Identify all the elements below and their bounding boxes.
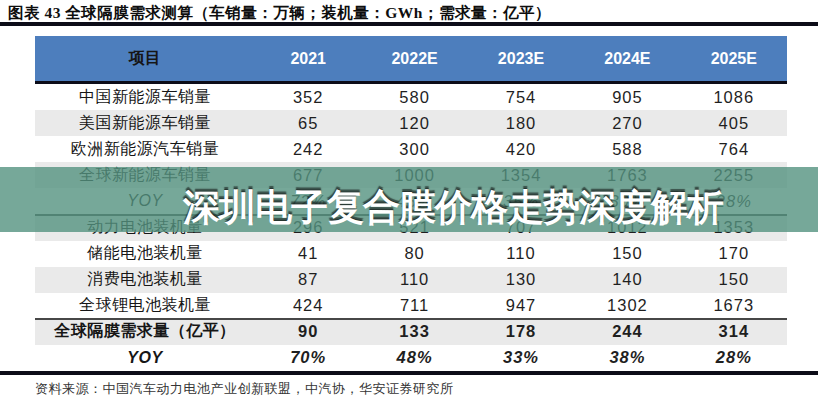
value-cell: 150 (681, 270, 787, 289)
value-cell: 65 (255, 114, 361, 133)
column-header: 2025E (681, 50, 787, 68)
value-cell: 70% (255, 348, 361, 367)
value-cell: 110 (361, 270, 467, 289)
row-label: 美国新能源车销量 (35, 113, 255, 134)
column-header: 2023E (468, 50, 574, 68)
table-row: 消费电池装机量 87 110 130 140 150 (35, 267, 787, 293)
table-row: 美国新能源车销量 65 120 180 270 405 (35, 110, 787, 136)
value-cell: 48% (361, 348, 467, 367)
table-row: 全球隔膜需求量（亿平） 90 133 178 244 314 (35, 319, 787, 345)
column-header: 2021 (255, 50, 361, 68)
value-cell: 170 (681, 244, 787, 263)
value-cell: 110 (468, 244, 574, 263)
title-rule (0, 22, 818, 26)
value-cell: 420 (468, 140, 574, 159)
value-cell: 244 (574, 322, 680, 341)
value-cell: 1302 (574, 296, 680, 315)
row-label: 中国新能源车销量 (35, 87, 255, 108)
table-row: 欧洲新能源汽车销量 242 300 420 588 764 (35, 136, 787, 162)
value-cell: 33% (468, 348, 574, 367)
watermark-text: 深圳电子复合膜价格走势深度解析 (183, 183, 723, 233)
section-separator-demand (35, 318, 787, 320)
row-label: 欧洲新能源汽车销量 (35, 139, 255, 160)
value-cell: 87 (255, 270, 361, 289)
table-row: YOY 70% 48% 33% 38% 28% (35, 345, 787, 371)
value-cell: 130 (468, 270, 574, 289)
value-cell: 133 (361, 322, 467, 341)
value-cell: 150 (574, 244, 680, 263)
bottom-rule (0, 371, 818, 375)
value-cell: 947 (468, 296, 574, 315)
source-note: 资料来源：中国汽车动力电池产业创新联盟，中汽协，华安证券研究所 (35, 380, 454, 398)
row-label: 全球隔膜需求量（亿平） (35, 321, 255, 342)
value-cell: 405 (681, 114, 787, 133)
value-cell: 120 (361, 114, 467, 133)
value-cell: 352 (255, 88, 361, 107)
row-label: 全球锂电池装机量 (35, 295, 255, 316)
page-title: 图表 43 全球隔膜需求测算（车销量：万辆；装机量：GWh；需求量：亿平） (8, 3, 551, 24)
value-cell: 41 (255, 244, 361, 263)
value-cell: 180 (468, 114, 574, 133)
value-cell: 270 (574, 114, 680, 133)
row-label: 消费电池装机量 (35, 269, 255, 290)
value-cell: 1086 (681, 88, 787, 107)
value-cell: 764 (681, 140, 787, 159)
value-cell: 314 (681, 322, 787, 341)
value-cell: 905 (574, 88, 680, 107)
column-header: 项目 (35, 48, 255, 69)
column-header: 2022E (361, 50, 467, 68)
value-cell: 80 (361, 244, 467, 263)
value-cell: 1673 (681, 296, 787, 315)
value-cell: 424 (255, 296, 361, 315)
row-label: YOY (35, 349, 255, 367)
row-label: 储能电池装机量 (35, 243, 255, 264)
report-figure-page: 图表 43 全球隔膜需求测算（车销量：万辆；装机量：GWh；需求量：亿平） 项目… (0, 0, 818, 400)
value-cell: 588 (574, 140, 680, 159)
column-header: 2024E (574, 50, 680, 68)
value-cell: 242 (255, 140, 361, 159)
value-cell: 140 (574, 270, 680, 289)
table-row: 全球锂电池装机量 424 711 947 1302 1673 (35, 293, 787, 319)
value-cell: 754 (468, 88, 574, 107)
table-row: 储能电池装机量 41 80 110 150 170 (35, 241, 787, 267)
value-cell: 38% (574, 348, 680, 367)
value-cell: 580 (361, 88, 467, 107)
value-cell: 178 (468, 322, 574, 341)
value-cell: 90 (255, 322, 361, 341)
table-header-row: 项目 2021 2022E 2023E 2024E 2025E (35, 36, 787, 81)
value-cell: 711 (361, 296, 467, 315)
value-cell: 300 (361, 140, 467, 159)
value-cell: 28% (681, 348, 787, 367)
table-row: 中国新能源车销量 352 580 754 905 1086 (35, 84, 787, 110)
